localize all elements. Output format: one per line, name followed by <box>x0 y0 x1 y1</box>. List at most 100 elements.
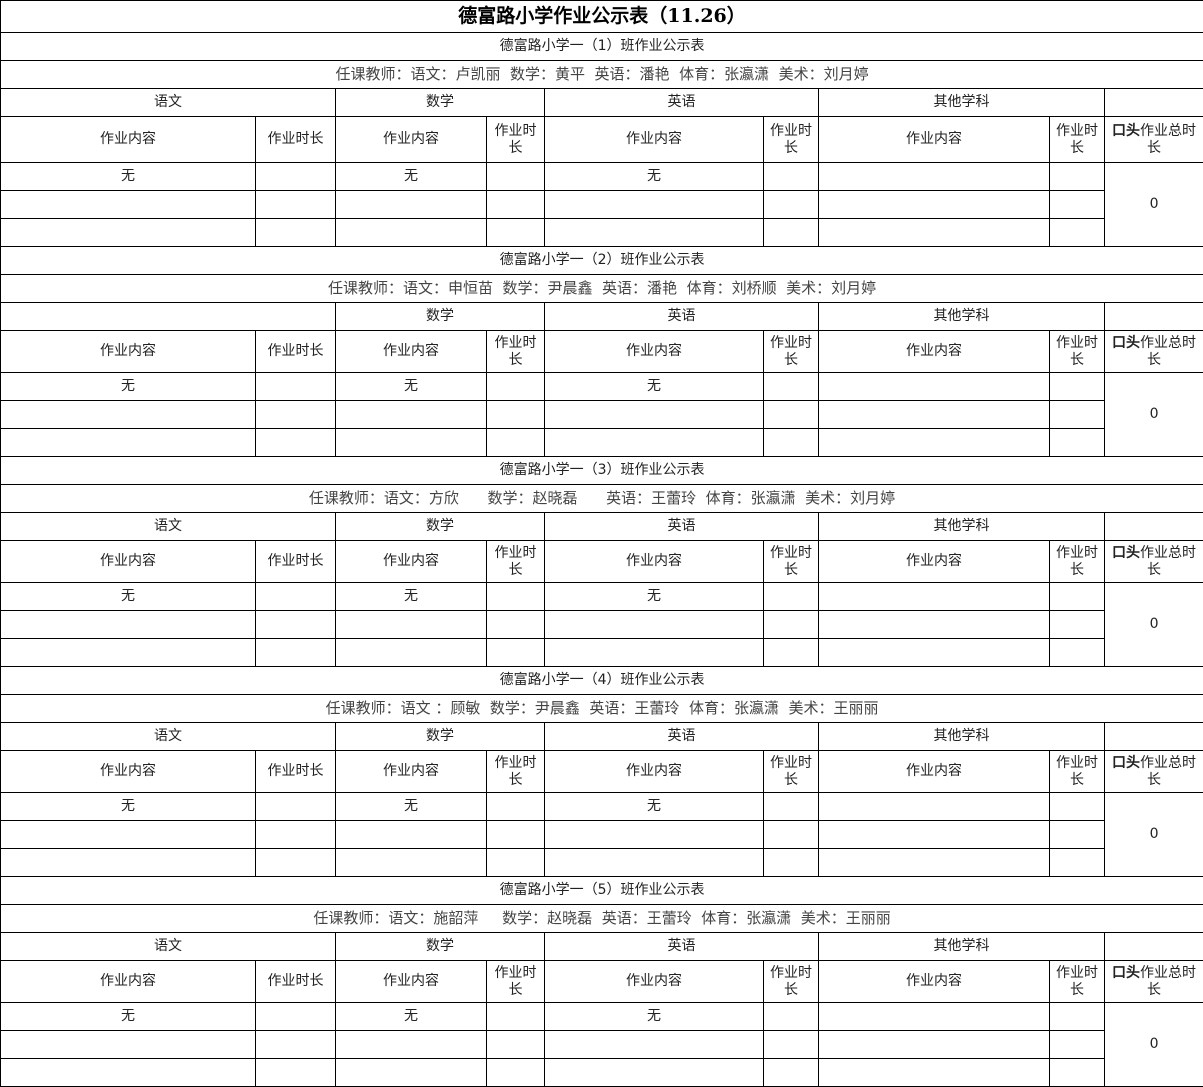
table-cell[interactable] <box>256 583 336 611</box>
table-cell[interactable] <box>545 849 764 877</box>
oral-total-value[interactable]: 0 <box>1105 373 1203 457</box>
table-cell[interactable] <box>1050 821 1105 849</box>
table-cell[interactable] <box>256 219 336 247</box>
table-cell[interactable] <box>545 1059 764 1087</box>
table-cell[interactable] <box>336 429 487 457</box>
table-cell[interactable]: 无 <box>336 373 487 401</box>
table-cell[interactable]: 无 <box>1 793 256 821</box>
table-cell[interactable] <box>256 639 336 667</box>
table-cell[interactable] <box>545 821 764 849</box>
table-cell[interactable]: 无 <box>545 583 764 611</box>
table-cell[interactable] <box>819 1003 1050 1031</box>
table-cell[interactable] <box>764 1003 819 1031</box>
table-cell[interactable] <box>487 373 545 401</box>
table-cell[interactable] <box>1050 373 1105 401</box>
table-cell[interactable] <box>256 821 336 849</box>
table-cell[interactable] <box>1050 849 1105 877</box>
table-cell[interactable] <box>545 401 764 429</box>
table-cell[interactable] <box>1050 583 1105 611</box>
table-cell[interactable] <box>487 583 545 611</box>
table-cell[interactable] <box>336 611 487 639</box>
table-cell[interactable] <box>256 1059 336 1087</box>
table-cell[interactable] <box>819 793 1050 821</box>
table-cell[interactable] <box>336 191 487 219</box>
table-cell[interactable] <box>256 191 336 219</box>
table-cell[interactable]: 无 <box>1 1003 256 1031</box>
table-cell[interactable] <box>487 1003 545 1031</box>
table-cell[interactable] <box>487 849 545 877</box>
table-cell[interactable] <box>256 849 336 877</box>
table-cell[interactable] <box>764 219 819 247</box>
table-cell[interactable] <box>1050 1003 1105 1031</box>
table-cell[interactable] <box>545 219 764 247</box>
oral-total-value[interactable]: 0 <box>1105 1003 1203 1087</box>
table-cell[interactable] <box>256 401 336 429</box>
table-cell[interactable]: 无 <box>545 163 764 191</box>
table-cell[interactable] <box>1050 429 1105 457</box>
table-cell[interactable] <box>487 611 545 639</box>
table-cell[interactable] <box>487 1031 545 1059</box>
table-cell[interactable] <box>1050 611 1105 639</box>
table-cell[interactable] <box>819 821 1050 849</box>
table-cell[interactable] <box>819 163 1050 191</box>
table-cell[interactable] <box>764 583 819 611</box>
table-cell[interactable]: 无 <box>545 793 764 821</box>
table-cell[interactable] <box>819 1031 1050 1059</box>
table-cell[interactable] <box>764 401 819 429</box>
table-cell[interactable]: 无 <box>336 163 487 191</box>
table-cell[interactable] <box>487 1059 545 1087</box>
table-cell[interactable] <box>545 429 764 457</box>
table-cell[interactable] <box>819 429 1050 457</box>
table-cell[interactable] <box>256 163 336 191</box>
table-cell[interactable]: 无 <box>336 793 487 821</box>
table-cell[interactable]: 无 <box>1 163 256 191</box>
table-cell[interactable] <box>487 401 545 429</box>
table-cell[interactable] <box>336 1031 487 1059</box>
table-cell[interactable] <box>764 821 819 849</box>
table-cell[interactable] <box>764 793 819 821</box>
table-cell[interactable] <box>487 191 545 219</box>
table-cell[interactable] <box>819 1059 1050 1087</box>
table-cell[interactable] <box>1 401 256 429</box>
table-cell[interactable] <box>487 429 545 457</box>
table-cell[interactable] <box>336 821 487 849</box>
table-cell[interactable] <box>764 1059 819 1087</box>
table-cell[interactable]: 无 <box>1 583 256 611</box>
table-cell[interactable] <box>487 821 545 849</box>
table-cell[interactable] <box>336 219 487 247</box>
table-cell[interactable] <box>1050 191 1105 219</box>
table-cell[interactable]: 无 <box>545 1003 764 1031</box>
table-cell[interactable] <box>256 611 336 639</box>
table-cell[interactable] <box>1 611 256 639</box>
table-cell[interactable] <box>1 849 256 877</box>
table-cell[interactable] <box>545 1031 764 1059</box>
table-cell[interactable] <box>819 219 1050 247</box>
table-cell[interactable] <box>487 219 545 247</box>
table-cell[interactable] <box>336 401 487 429</box>
table-cell[interactable] <box>764 639 819 667</box>
table-cell[interactable] <box>336 1059 487 1087</box>
table-cell[interactable] <box>819 611 1050 639</box>
table-cell[interactable] <box>1 1059 256 1087</box>
oral-total-value[interactable]: 0 <box>1105 583 1203 667</box>
table-cell[interactable] <box>764 373 819 401</box>
table-cell[interactable] <box>819 401 1050 429</box>
table-cell[interactable]: 无 <box>1 373 256 401</box>
table-cell[interactable] <box>1 429 256 457</box>
table-cell[interactable] <box>1050 1059 1105 1087</box>
table-cell[interactable] <box>764 191 819 219</box>
table-cell[interactable]: 无 <box>545 373 764 401</box>
table-cell[interactable] <box>1 639 256 667</box>
table-cell[interactable] <box>1050 163 1105 191</box>
table-cell[interactable] <box>1 219 256 247</box>
table-cell[interactable] <box>764 429 819 457</box>
table-cell[interactable] <box>336 639 487 667</box>
table-cell[interactable] <box>1050 639 1105 667</box>
table-cell[interactable] <box>256 373 336 401</box>
table-cell[interactable] <box>1 1031 256 1059</box>
table-cell[interactable] <box>336 849 487 877</box>
table-cell[interactable] <box>819 373 1050 401</box>
table-cell[interactable] <box>1 821 256 849</box>
oral-total-value[interactable]: 0 <box>1105 793 1203 877</box>
table-cell[interactable] <box>1 191 256 219</box>
